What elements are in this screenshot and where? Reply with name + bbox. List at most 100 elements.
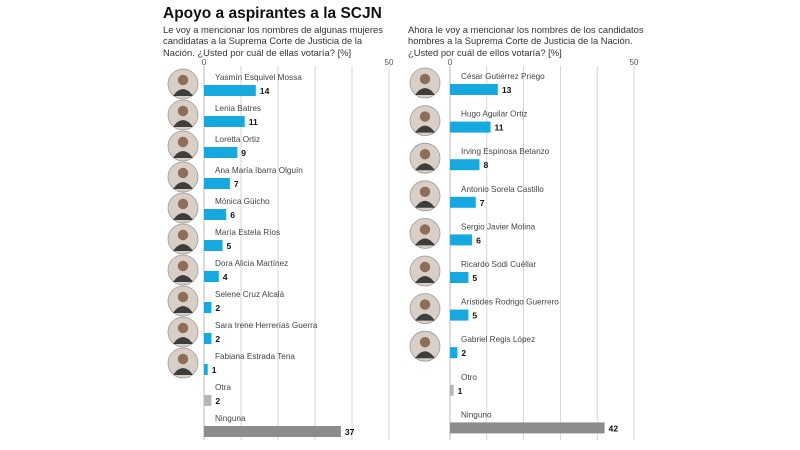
value-label: 5 bbox=[227, 241, 232, 251]
value-label: 5 bbox=[472, 311, 477, 321]
bar bbox=[450, 159, 480, 171]
candidate-photo-body bbox=[173, 213, 193, 220]
value-label: 7 bbox=[480, 198, 485, 208]
value-label: 2 bbox=[461, 348, 466, 358]
value-label: 11 bbox=[494, 123, 503, 133]
value-label: 7 bbox=[234, 179, 239, 189]
category-label: Sara Irene Herrerías Guerra bbox=[215, 321, 318, 330]
category-label: María Estela Ríos bbox=[215, 228, 280, 237]
category-label: Antonio Sorela Castillo bbox=[461, 185, 544, 194]
candidate-photo-body bbox=[415, 238, 435, 246]
value-label: 42 bbox=[609, 423, 619, 433]
chart-title: Apoyo a aspirantes a la SCJN bbox=[163, 5, 382, 22]
category-label: Ninguno bbox=[461, 410, 492, 419]
candidate-photo-body bbox=[173, 275, 193, 282]
candidate-photo-face bbox=[177, 229, 189, 241]
candidate-photo-body bbox=[173, 151, 193, 158]
category-label: César Gutiérrez Priego bbox=[461, 72, 545, 81]
category-label: Sergio Javier Molina bbox=[461, 222, 536, 231]
bar bbox=[450, 347, 458, 359]
value-label: 2 bbox=[215, 334, 220, 344]
candidate-photo-body bbox=[415, 200, 435, 208]
value-label: 1 bbox=[212, 365, 217, 375]
bar bbox=[204, 333, 212, 344]
value-label: 8 bbox=[483, 160, 488, 170]
bar bbox=[450, 384, 454, 396]
candidate-photo-body bbox=[173, 120, 193, 127]
candidate-photo-body bbox=[173, 306, 193, 313]
candidate-photo-body bbox=[415, 125, 435, 133]
candidate-photo-face bbox=[419, 337, 431, 348]
candidate-photo-face bbox=[177, 136, 189, 148]
value-label: 1 bbox=[458, 386, 463, 396]
bar bbox=[204, 395, 212, 406]
candidate-photo-body bbox=[415, 351, 435, 359]
category-label: Yasmín Esquivel Mossa bbox=[215, 73, 302, 82]
bar bbox=[204, 271, 219, 282]
bar bbox=[204, 426, 341, 437]
question-women: Le voy a mencionar los nombres de alguna… bbox=[163, 24, 383, 58]
category-label: Gabriel Regis López bbox=[461, 335, 535, 344]
candidate-photo-face bbox=[419, 186, 431, 197]
candidate-photo-face bbox=[177, 105, 189, 117]
axis-tick-label: 0 bbox=[202, 58, 207, 67]
bar bbox=[204, 240, 223, 251]
category-label: Ninguna bbox=[215, 414, 246, 423]
category-label: Selene Cruz Alcalá bbox=[215, 290, 285, 299]
value-label: 9 bbox=[241, 148, 246, 158]
category-label: Irving Espinosa Betanzo bbox=[461, 147, 550, 156]
value-label: 14 bbox=[260, 86, 270, 96]
category-label: Otra bbox=[215, 383, 231, 392]
bar bbox=[450, 422, 605, 434]
question-men: Ahora le voy a mencionar los nombres de … bbox=[408, 24, 644, 58]
bar bbox=[204, 147, 238, 158]
candidate-photo-body bbox=[415, 88, 435, 95]
axis-tick-label: 50 bbox=[385, 58, 394, 67]
value-label: 5 bbox=[472, 273, 477, 283]
category-label: Loretta Ortiz bbox=[215, 135, 260, 144]
bar bbox=[204, 302, 212, 313]
axis-tick-label: 0 bbox=[448, 58, 453, 67]
candidate-photo-face bbox=[419, 149, 431, 160]
candidate-photo-face bbox=[177, 291, 189, 303]
value-label: 6 bbox=[476, 235, 481, 245]
bar bbox=[450, 309, 469, 321]
bar bbox=[450, 84, 498, 95]
value-label: 2 bbox=[215, 396, 220, 406]
value-label: 4 bbox=[223, 272, 228, 282]
value-label: 13 bbox=[502, 85, 512, 95]
category-label: Arístides Rodrigo Guerrero bbox=[461, 298, 559, 307]
candidate-photo-face bbox=[419, 299, 431, 310]
value-label: 2 bbox=[215, 303, 220, 313]
candidate-photo-face bbox=[177, 167, 189, 179]
bar bbox=[450, 121, 491, 133]
candidate-photo-body bbox=[173, 182, 193, 189]
category-label: Otro bbox=[461, 373, 477, 382]
candidate-photo-body bbox=[173, 244, 193, 251]
axis-tick-label: 50 bbox=[630, 58, 639, 67]
bar bbox=[204, 116, 245, 127]
candidate-photo-face bbox=[177, 260, 189, 272]
bar bbox=[204, 364, 208, 375]
candidate-photo-body bbox=[415, 313, 435, 321]
category-label: Lenia Batres bbox=[215, 104, 261, 113]
candidate-photo-body bbox=[173, 368, 193, 375]
value-label: 6 bbox=[230, 210, 235, 220]
category-label: Dora Alicia Martínez bbox=[215, 259, 288, 268]
bar bbox=[450, 234, 473, 246]
candidate-photo-face bbox=[419, 111, 431, 122]
candidate-photo-face bbox=[177, 74, 189, 86]
candidate-photo-face bbox=[177, 353, 189, 365]
bar bbox=[204, 85, 256, 96]
category-label: Ricardo Sodi Cuéllar bbox=[461, 260, 536, 269]
category-label: Ana María Ibarra Olguín bbox=[215, 166, 303, 175]
candidate-photo-body bbox=[415, 276, 435, 283]
category-label: Hugo Aguilar Ortiz bbox=[461, 110, 527, 119]
category-label: Fabiana Estrada Tena bbox=[215, 352, 295, 361]
bar bbox=[204, 178, 230, 189]
candidate-photo-body bbox=[415, 163, 435, 171]
candidate-photo-body bbox=[173, 337, 193, 344]
bar bbox=[204, 209, 227, 220]
